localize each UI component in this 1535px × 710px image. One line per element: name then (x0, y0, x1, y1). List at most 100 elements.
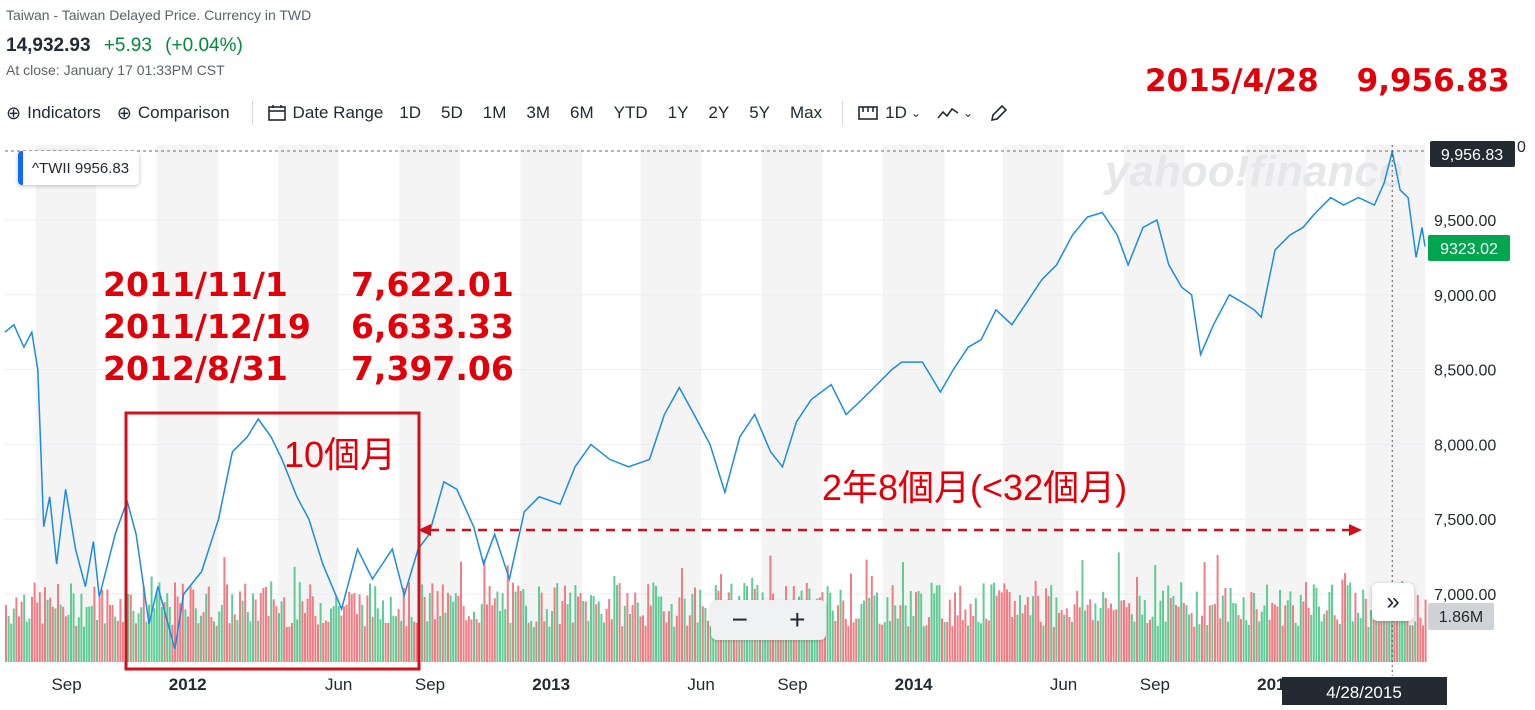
zoom-out-button[interactable]: − (731, 604, 748, 635)
volume-bar (1297, 625, 1300, 662)
range-button-1d[interactable]: 1D (399, 103, 422, 122)
volume-bar (392, 615, 395, 662)
volume-bar (907, 626, 910, 662)
volume-bar (782, 626, 785, 662)
range-button-5d[interactable]: 5D (441, 103, 463, 122)
volume-bar (1289, 591, 1292, 662)
volume-bar (179, 603, 182, 662)
volume-bar (610, 619, 613, 662)
volume-bar (860, 603, 863, 662)
volume-bar (852, 622, 855, 662)
volume-bar (512, 582, 514, 662)
interval-button[interactable]: 1D ⌄ (857, 103, 921, 123)
volume-bar (1398, 604, 1401, 662)
volume-bar (244, 583, 247, 662)
range-button-ytd[interactable]: YTD (613, 103, 648, 122)
volume-bar (493, 598, 496, 662)
toolbar-divider (251, 101, 253, 125)
plus-circle-icon: ⊕ (116, 102, 132, 123)
volume-bar (348, 591, 351, 662)
chart-type-button[interactable]: ⌄ (937, 105, 973, 121)
volume-bar (1125, 607, 1128, 662)
volume-bar (483, 559, 486, 662)
volume-bar (473, 611, 475, 662)
volume-bar (1146, 623, 1149, 662)
volume-bar (1120, 600, 1123, 662)
volume-bar (379, 619, 382, 662)
jump-to-latest-button[interactable]: » (1372, 583, 1414, 621)
range-button-max[interactable]: Max (790, 103, 823, 122)
volume-bar (1393, 609, 1396, 662)
volume-bar (1424, 599, 1427, 662)
box-label: 10個月 (284, 434, 396, 475)
range-button-1y[interactable]: 1Y (667, 103, 689, 122)
comparison-button[interactable]: ⊕ Comparison (117, 103, 230, 124)
peak-price-tag (1430, 141, 1515, 167)
volume-bar (920, 593, 923, 662)
volume-bar (623, 605, 626, 662)
volume-bar (1281, 625, 1284, 662)
range-button-2y[interactable]: 2Y (708, 103, 730, 122)
volume-bar (688, 615, 691, 662)
volume-bar (1128, 603, 1131, 662)
volume-bar (618, 583, 621, 662)
range-button-3m[interactable]: 3M (526, 103, 550, 122)
volume-bar (1078, 607, 1081, 662)
price-row: 14,932.93 +5.93 (+0.04%) (6, 35, 243, 57)
volume-bar (902, 562, 904, 662)
volume-bar (558, 623, 561, 662)
volume-bar (600, 613, 603, 662)
volume-bar (1188, 614, 1190, 662)
volume-bar (977, 622, 980, 662)
volume-bar (829, 592, 832, 662)
volume-bar (1406, 595, 1409, 662)
volume-bar (1136, 576, 1138, 662)
volume-bar (335, 596, 338, 662)
volume-bar (1154, 565, 1157, 662)
volume-bar (1240, 619, 1242, 662)
volume-bar (1247, 624, 1250, 662)
volume-bar (837, 605, 839, 662)
peak-price-label: 9,956.83 (1441, 147, 1503, 164)
series-legend[interactable]: ^TWII 9956.83 (18, 151, 140, 185)
volume-bar (1372, 619, 1375, 662)
zoom-in-button[interactable]: + (789, 604, 806, 635)
volume-bar (181, 583, 184, 662)
volume-label: 1.86M (1439, 609, 1483, 626)
volume-bar (1375, 591, 1378, 662)
volume-bar (696, 622, 699, 662)
month-bands (35, 145, 1425, 662)
draw-button[interactable] (989, 103, 1009, 123)
volume-bar (314, 616, 317, 662)
volume-bar (590, 595, 592, 662)
volume-bar (1318, 606, 1320, 662)
x-tick-label: 2013 (532, 675, 570, 694)
current-price-tag (1428, 235, 1510, 261)
volume-bar (1107, 608, 1110, 662)
volume-bar (215, 625, 218, 662)
volume-bar (41, 623, 44, 662)
volume-bar (142, 586, 145, 662)
annotation-row-2: 2011/12/19 6,633.33 (103, 307, 514, 346)
volume-bar (223, 557, 226, 662)
volume-bar (311, 596, 314, 662)
indicators-button[interactable]: ⊕ Indicators (6, 103, 101, 124)
volume-bar (844, 618, 847, 662)
range-button-5y[interactable]: 5Y (749, 103, 771, 122)
volume-bar (571, 622, 574, 662)
range-button-1m[interactable]: 1M (482, 103, 507, 122)
volume-bar (527, 622, 530, 662)
volume-bar (241, 600, 244, 662)
range-button-6m[interactable]: 6M (570, 103, 594, 122)
volume-bar (701, 606, 704, 662)
volume-bar (1250, 592, 1253, 662)
volume-bar (699, 589, 702, 662)
volume-bar (161, 607, 163, 662)
date-range-button[interactable]: Date Range (267, 103, 383, 123)
volume-bar (1091, 620, 1094, 662)
page-subtitle: Taiwan - Taiwan Delayed Price. Currency … (6, 7, 312, 23)
volume-bar (1068, 616, 1071, 662)
volume-bar (642, 615, 644, 662)
volume-bar (1099, 608, 1102, 662)
